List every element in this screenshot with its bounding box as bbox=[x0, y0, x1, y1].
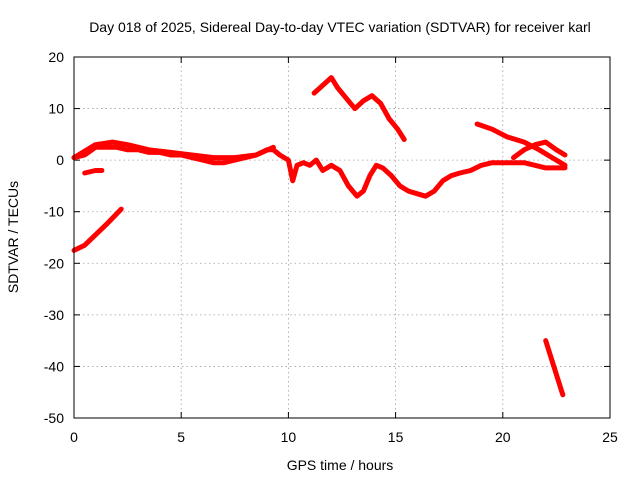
y-axis-label: SDTVAR / TECUs bbox=[5, 181, 21, 293]
series-steep-drop bbox=[543, 338, 566, 398]
x-tick-label: 25 bbox=[602, 429, 618, 445]
x-tick-label: 15 bbox=[388, 429, 404, 445]
y-tick-label: 10 bbox=[48, 101, 64, 117]
series-arc-segment bbox=[311, 75, 407, 142]
series-rising-segment bbox=[71, 206, 124, 253]
y-tick-label: -20 bbox=[44, 255, 64, 271]
y-tick-label: 20 bbox=[48, 49, 64, 65]
grid bbox=[74, 57, 610, 418]
y-tick-label: -10 bbox=[44, 204, 64, 220]
series-late-wiggle bbox=[511, 139, 568, 161]
x-axis-label: GPS time / hours bbox=[287, 457, 394, 473]
y-tick-label: -50 bbox=[44, 410, 64, 426]
series-short-segment bbox=[82, 168, 105, 176]
series-main-track bbox=[71, 144, 568, 199]
x-tick-label: 5 bbox=[177, 429, 185, 445]
x-tick-label: 20 bbox=[495, 429, 511, 445]
x-tick-label: 0 bbox=[70, 429, 78, 445]
y-tick-label: -30 bbox=[44, 307, 64, 323]
series-secondary-track bbox=[71, 139, 276, 161]
data-series bbox=[71, 75, 568, 398]
x-tick-label: 10 bbox=[281, 429, 297, 445]
y-tick-label: 0 bbox=[56, 152, 64, 168]
chart-title: Day 018 of 2025, Sidereal Day-to-day VTE… bbox=[89, 19, 591, 35]
series-late-descending bbox=[474, 121, 568, 168]
plot-frame bbox=[73, 56, 611, 419]
y-tick-label: -40 bbox=[44, 358, 64, 374]
